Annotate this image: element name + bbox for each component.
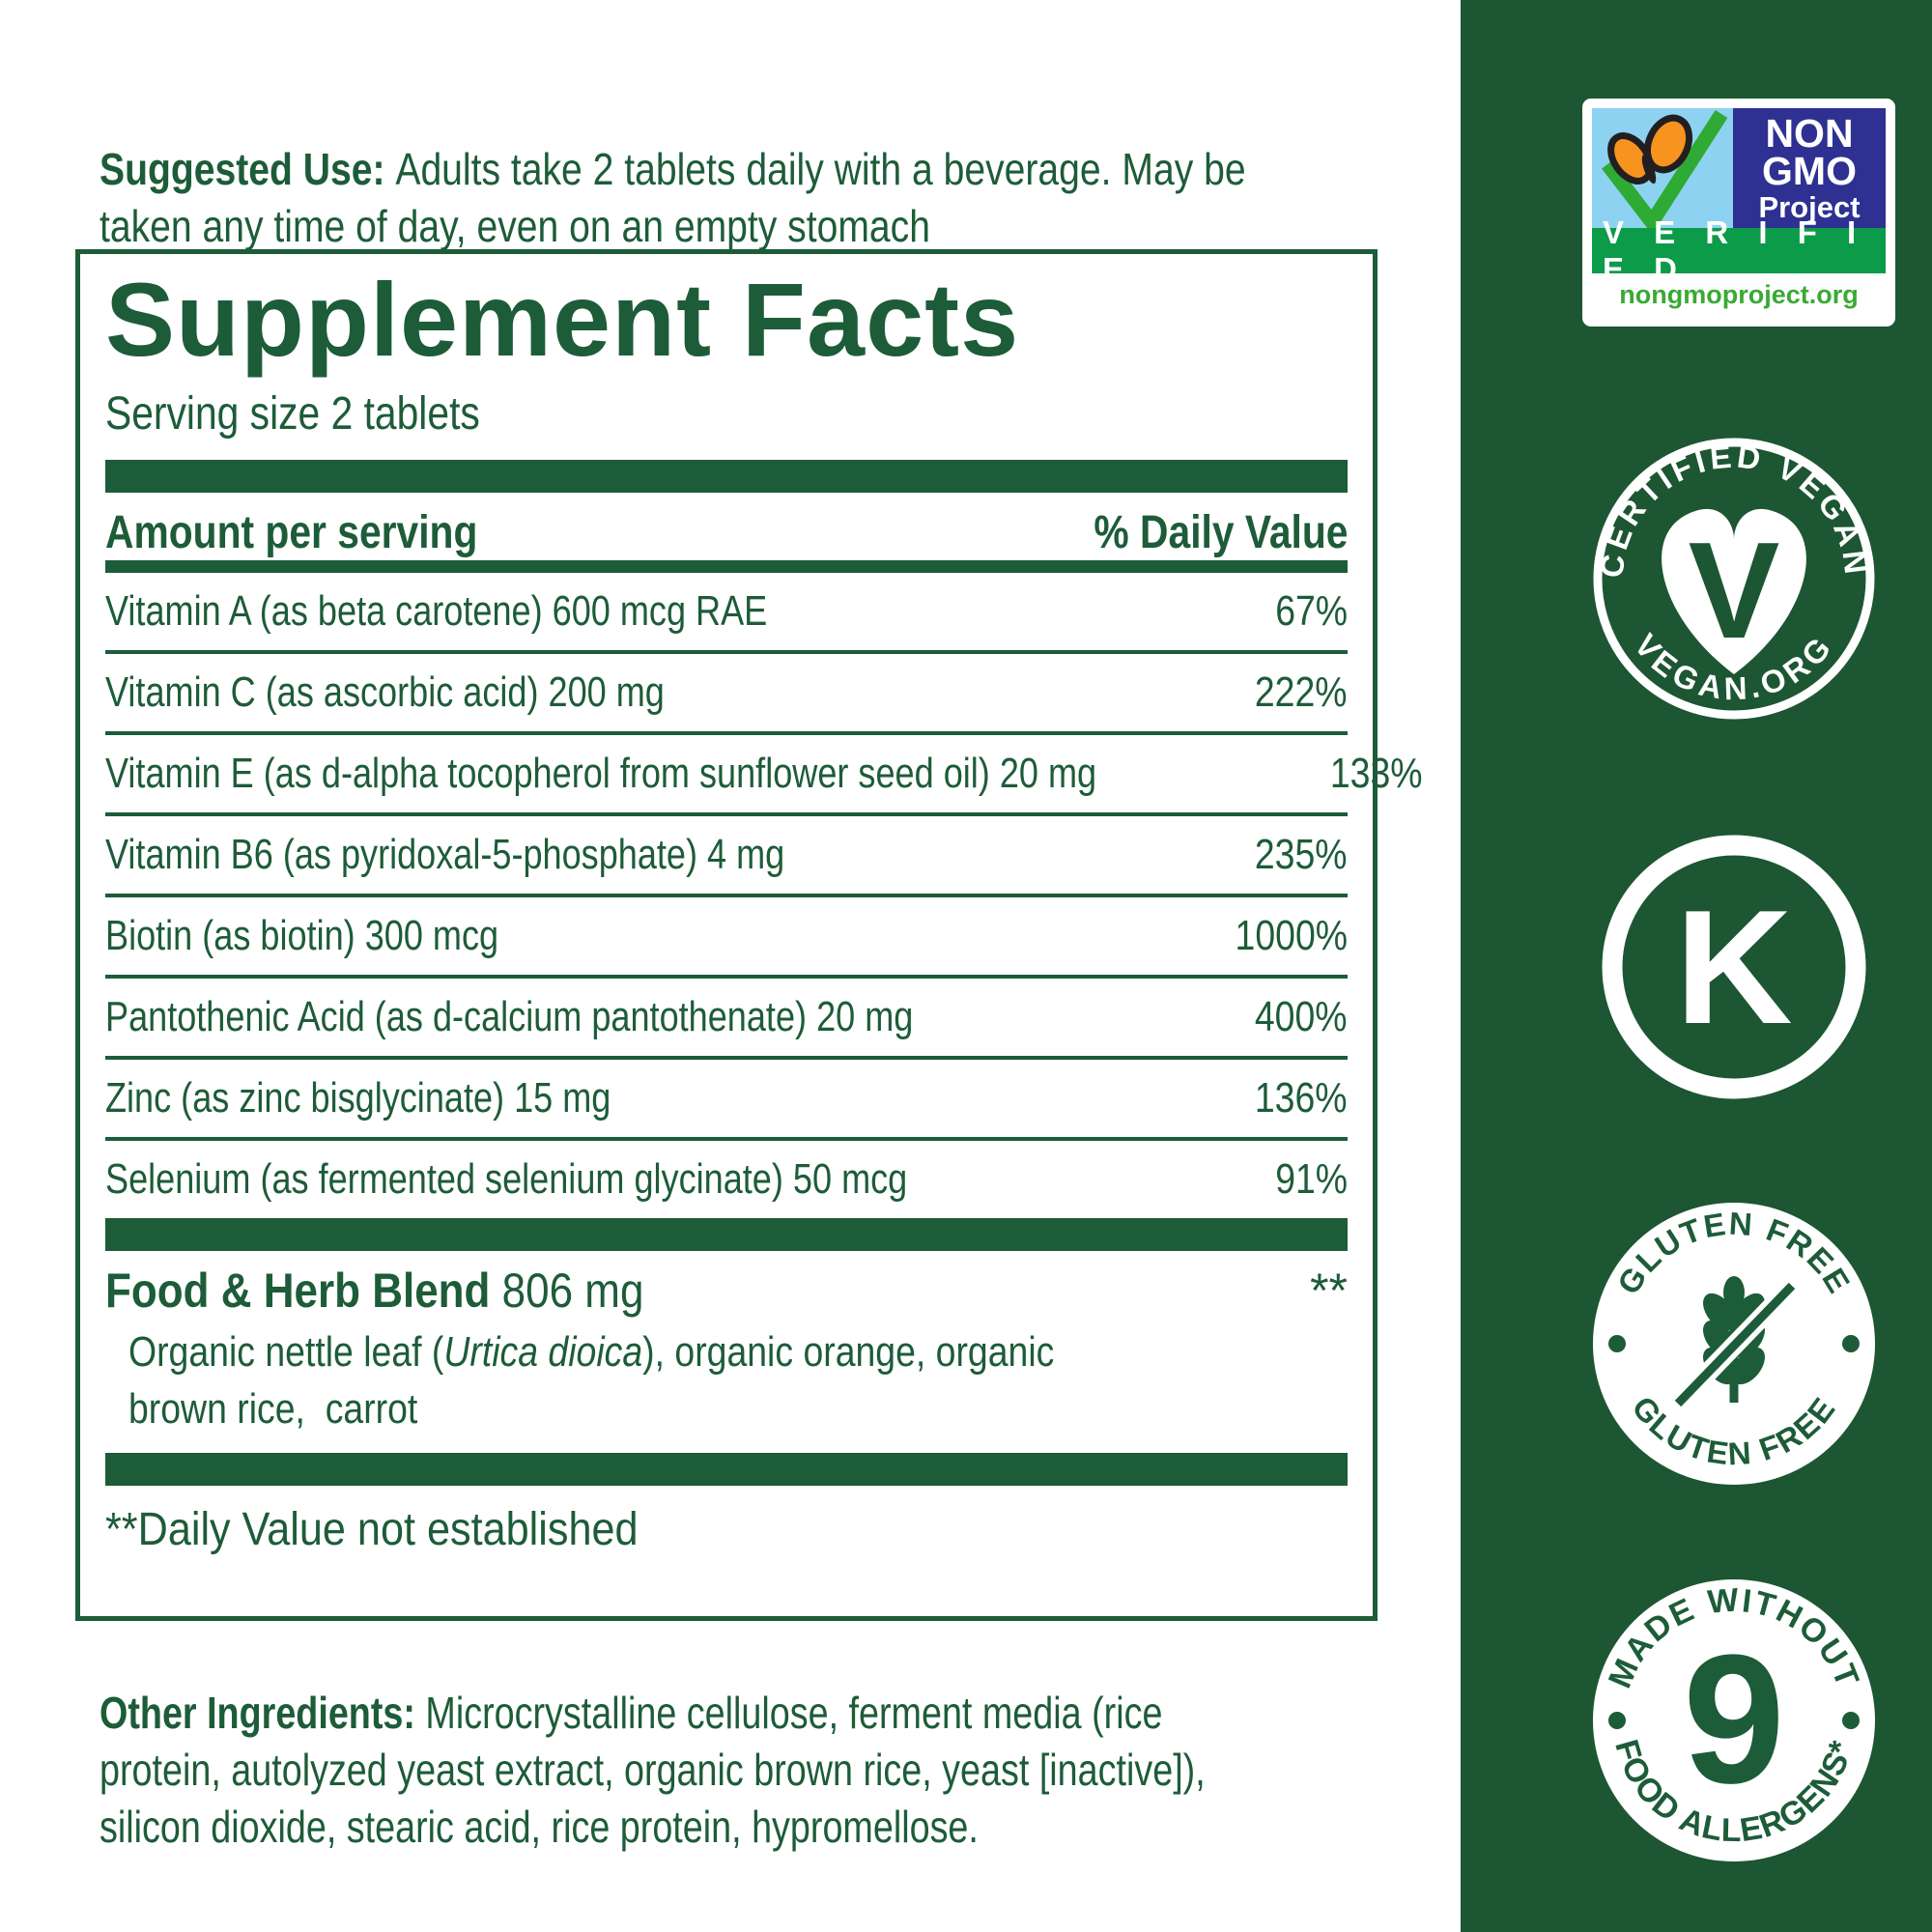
supplement-facts-title: Supplement Facts (105, 261, 1020, 378)
other-ingredients-label: Other Ingredients: (99, 1688, 426, 1738)
non-gmo-top: NON GMO Project (1592, 108, 1886, 236)
non-gmo-verified-text: V E R I F I E D (1592, 214, 1886, 287)
allergen-count-number: 9 (1683, 1617, 1785, 1822)
kosher-k-letter: K (1675, 876, 1792, 1058)
divider-medium (105, 560, 1348, 574)
suggested-use-text: Adults take 2 tablets daily with a bever… (99, 144, 1246, 251)
kosher-badge: K (1594, 827, 1874, 1112)
daily-value-footnote: **Daily Value not established (105, 1504, 639, 1556)
vegan-v-letter: V (1689, 514, 1780, 668)
supplement-facts-panel: Supplement Facts Serving size 2 tablets … (75, 249, 1423, 1621)
table-row: Zinc (as zinc bisglycinate) 15 mg 136% (105, 1060, 1348, 1142)
serving-size: Serving size 2 tablets (105, 388, 480, 440)
table-row: Vitamin B6 (as pyridoxal-5-phosphate) 4 … (105, 816, 1348, 898)
nutrient-table: Vitamin A (as beta carotene) 600 mcg RAE… (105, 573, 1423, 1218)
divider-thick (105, 1453, 1348, 1487)
other-ingredients-text: Microcrystalline cellulose, ferment medi… (99, 1688, 1206, 1852)
other-ingredients: Other Ingredients: Microcrystalline cell… (99, 1685, 1421, 1856)
table-row: Biotin (as biotin) 300 mcg 1000% (105, 897, 1348, 980)
blend-ingredients: Organic nettle leaf (Urtica dioica), org… (128, 1328, 1055, 1433)
suggested-use-label: Suggested Use: (99, 144, 396, 194)
table-row: Selenium (as fermented selenium glycinat… (105, 1155, 1348, 1204)
certified-vegan-badge: V CERTIFIED VEGAN VEGAN.ORG (1586, 431, 1882, 731)
table-row: Pantothenic Acid (as d-calcium pantothen… (105, 979, 1348, 1061)
table-row: Vitamin A (as beta carotene) 600 mcg RAE… (105, 573, 1348, 655)
non-gmo-wordmark: NON GMO Project (1733, 108, 1886, 228)
gluten-free-badge: GLUTEN FREE GLUTEN FREE (1586, 1196, 1882, 1496)
non-gmo-url: nongmoproject.org (1619, 280, 1859, 309)
non-gmo-project-badge: NON GMO Project V E R I F I E D nongmopr… (1582, 99, 1895, 327)
column-header-daily-value: % Daily Value (1093, 506, 1348, 558)
blend-daily-value: ** (1310, 1264, 1348, 1319)
divider-thick (105, 460, 1348, 494)
table-row: Vitamin E (as d-alpha tocopherol from su… (105, 735, 1423, 817)
allergen-free-badge: 9 MADE WITHOUT FOOD ALLERGENS* (1586, 1573, 1882, 1873)
blend-row: Food & Herb Blend 806 mg ** (105, 1263, 1348, 1319)
blend-title: Food & Herb Blend 806 mg (105, 1264, 644, 1319)
latin-name: Urtica dioica (443, 1328, 643, 1377)
butterfly-checkmark-icon (1592, 108, 1733, 236)
suggested-use: Suggested Use: Adults take 2 tablets dai… (99, 141, 1380, 255)
divider-thick (105, 1218, 1348, 1252)
table-header: Amount per serving % Daily Value (105, 504, 1348, 560)
table-row: Vitamin C (as ascorbic acid) 200 mg 222% (105, 654, 1348, 736)
vegan-heart-icon (1662, 508, 1806, 674)
column-header-amount: Amount per serving (105, 506, 478, 558)
